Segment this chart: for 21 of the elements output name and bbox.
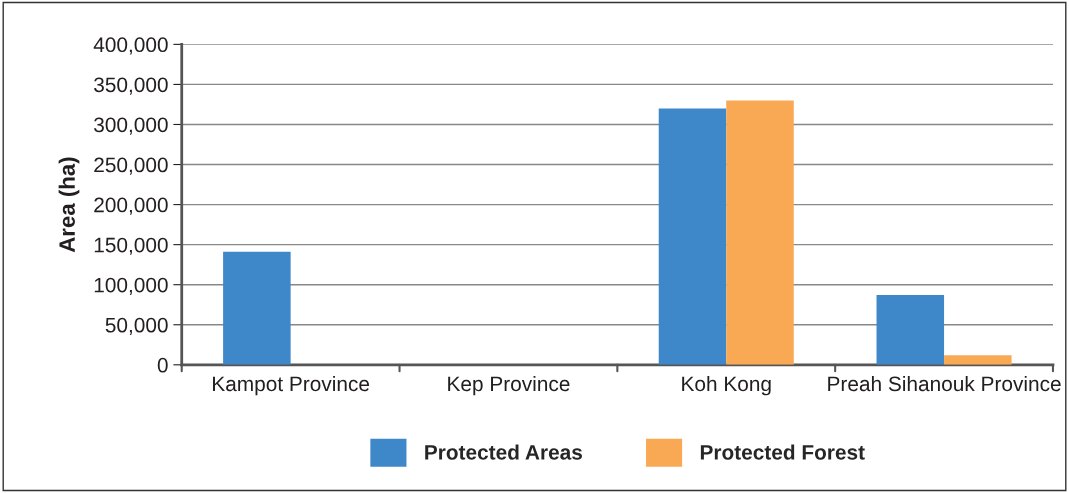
y-tick-label: 350,000	[94, 77, 168, 95]
y-tick-label: 150,000	[94, 237, 168, 255]
bar	[658, 108, 727, 365]
x-tick-label: Kampot Province	[213, 375, 370, 396]
bar	[944, 355, 1012, 365]
bar	[223, 251, 291, 365]
y-tick-label: 0	[157, 357, 168, 373]
y-tick-label: 200,000	[94, 197, 168, 215]
x-tick-label: Koh Kong	[682, 375, 771, 396]
x-tick-label: Preah Sihanouk Province	[828, 375, 1061, 392]
x-tick-label: Kep Province	[448, 375, 570, 396]
y-tick-label: 300,000	[94, 117, 168, 135]
y-tick-label: 400,000	[93, 37, 168, 55]
bar	[726, 100, 794, 365]
y-axis-title: Area (ha)	[58, 157, 80, 253]
y-tick-label: 100,000	[94, 277, 168, 295]
legend-label: Protected Forest	[700, 444, 865, 460]
legend-label: Protected Areas	[425, 444, 582, 460]
y-tick-label: 250,000	[94, 157, 168, 175]
bar	[876, 295, 945, 365]
y-tick-label: 50,000	[105, 317, 168, 335]
